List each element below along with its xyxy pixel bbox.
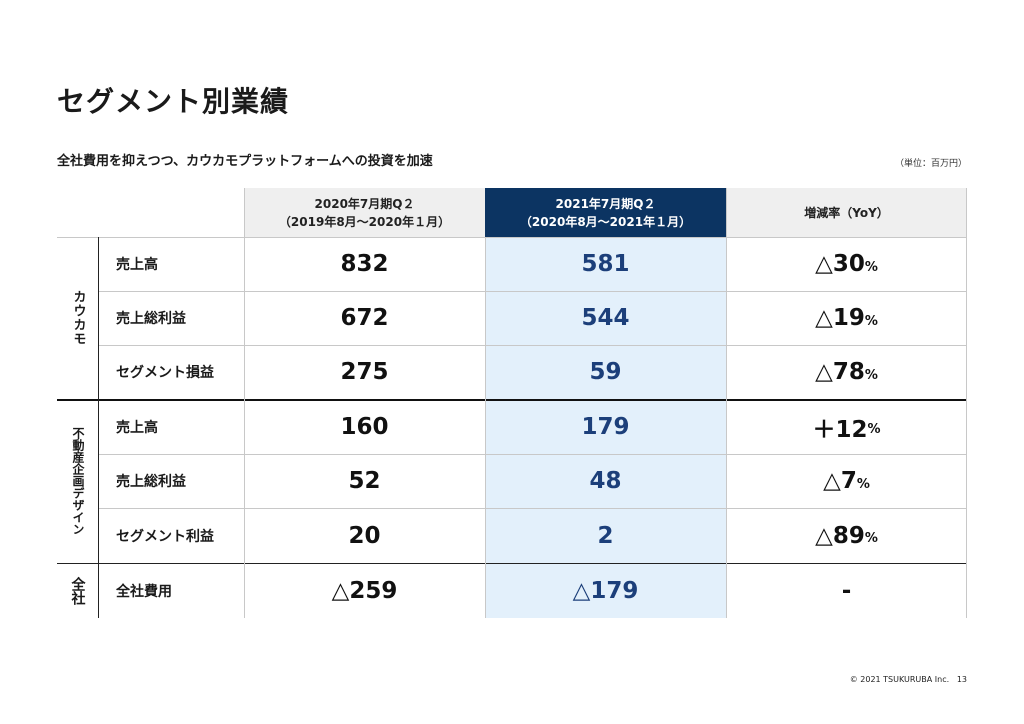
header-curr-period: 2021年7月期Q２ （2020年8月〜2021年１月）: [485, 188, 726, 237]
value-curr: 544: [581, 305, 630, 331]
group-divider: [57, 563, 967, 564]
value-prev: 160: [340, 413, 389, 440]
footer: © 2021 TSUKURUBA Inc. 13: [850, 675, 967, 684]
column-divider: [726, 188, 727, 618]
value-yoy: ＋12%: [812, 416, 881, 443]
column-divider: [485, 237, 486, 618]
value-yoy: △89%: [815, 522, 878, 549]
unit-note: （単位：百万円）: [894, 159, 967, 169]
row-divider: [98, 345, 967, 346]
value-prev: 832: [340, 251, 389, 277]
header-prev-line1: 2020年7月期Q２: [314, 196, 415, 211]
value-yoy: -: [841, 577, 852, 604]
group-label-corporate: 全社: [69, 576, 86, 605]
group-label-kaukamo: カウカモ: [70, 290, 86, 346]
row-label: 全社費用: [116, 583, 172, 600]
row-divider: [98, 291, 967, 292]
header-prev-line2: （2019年8月〜2020年１月）: [278, 214, 451, 229]
table-right-border: [966, 188, 967, 618]
value-yoy: △7%: [823, 468, 870, 494]
value-prev: 275: [340, 359, 389, 385]
value-yoy: △78%: [815, 359, 878, 385]
row-label: 売上総利益: [116, 474, 186, 490]
value-curr: 179: [581, 413, 630, 440]
copyright-text: © 2021 TSUKURUBA Inc.: [849, 675, 950, 684]
value-curr: △179: [572, 577, 639, 604]
row-divider: [98, 454, 967, 455]
header-curr-line2: （2020年8月〜2021年１月）: [519, 214, 692, 229]
row-label: セグメント利益: [116, 528, 214, 545]
column-divider: [244, 188, 245, 618]
value-prev: 20: [348, 522, 381, 549]
header-yoy: 増減率（YoY）: [726, 188, 967, 237]
row-label: 売上高: [116, 419, 158, 436]
value-yoy: △19%: [815, 305, 878, 331]
value-prev: △259: [331, 577, 398, 604]
segment-results-table: 2020年7月期Q２ （2019年8月〜2020年１月） 2021年7月期Q２ …: [57, 188, 967, 618]
row-label: セグメント損益: [116, 365, 214, 381]
value-yoy: △30%: [815, 251, 878, 277]
page-title: セグメント別業績: [57, 85, 290, 118]
row-label: 売上高: [116, 257, 158, 273]
header-yoy-label: 増減率（YoY）: [804, 205, 889, 220]
value-curr: 581: [581, 251, 630, 277]
value-prev: 672: [340, 305, 389, 331]
row-divider: [57, 237, 967, 238]
value-prev: 52: [348, 468, 381, 494]
row-label: 売上総利益: [116, 311, 186, 327]
row-divider: [98, 508, 967, 509]
page-number: 13: [956, 675, 967, 684]
group-column-divider: [98, 237, 99, 618]
value-curr: 59: [589, 359, 622, 385]
page-subtitle: 全社費用を抑えつつ、カウカモプラットフォームへの投資を加速: [57, 154, 433, 169]
group-label-realestate-design: 不動産企画デザイン: [71, 427, 85, 535]
current-column-highlight: [485, 237, 726, 618]
value-curr: 2: [597, 522, 614, 549]
group-divider: [57, 399, 967, 401]
value-curr: 48: [589, 468, 622, 494]
header-prev-period: 2020年7月期Q２ （2019年8月〜2020年１月）: [244, 188, 485, 237]
header-curr-line1: 2021年7月期Q２: [555, 196, 656, 211]
